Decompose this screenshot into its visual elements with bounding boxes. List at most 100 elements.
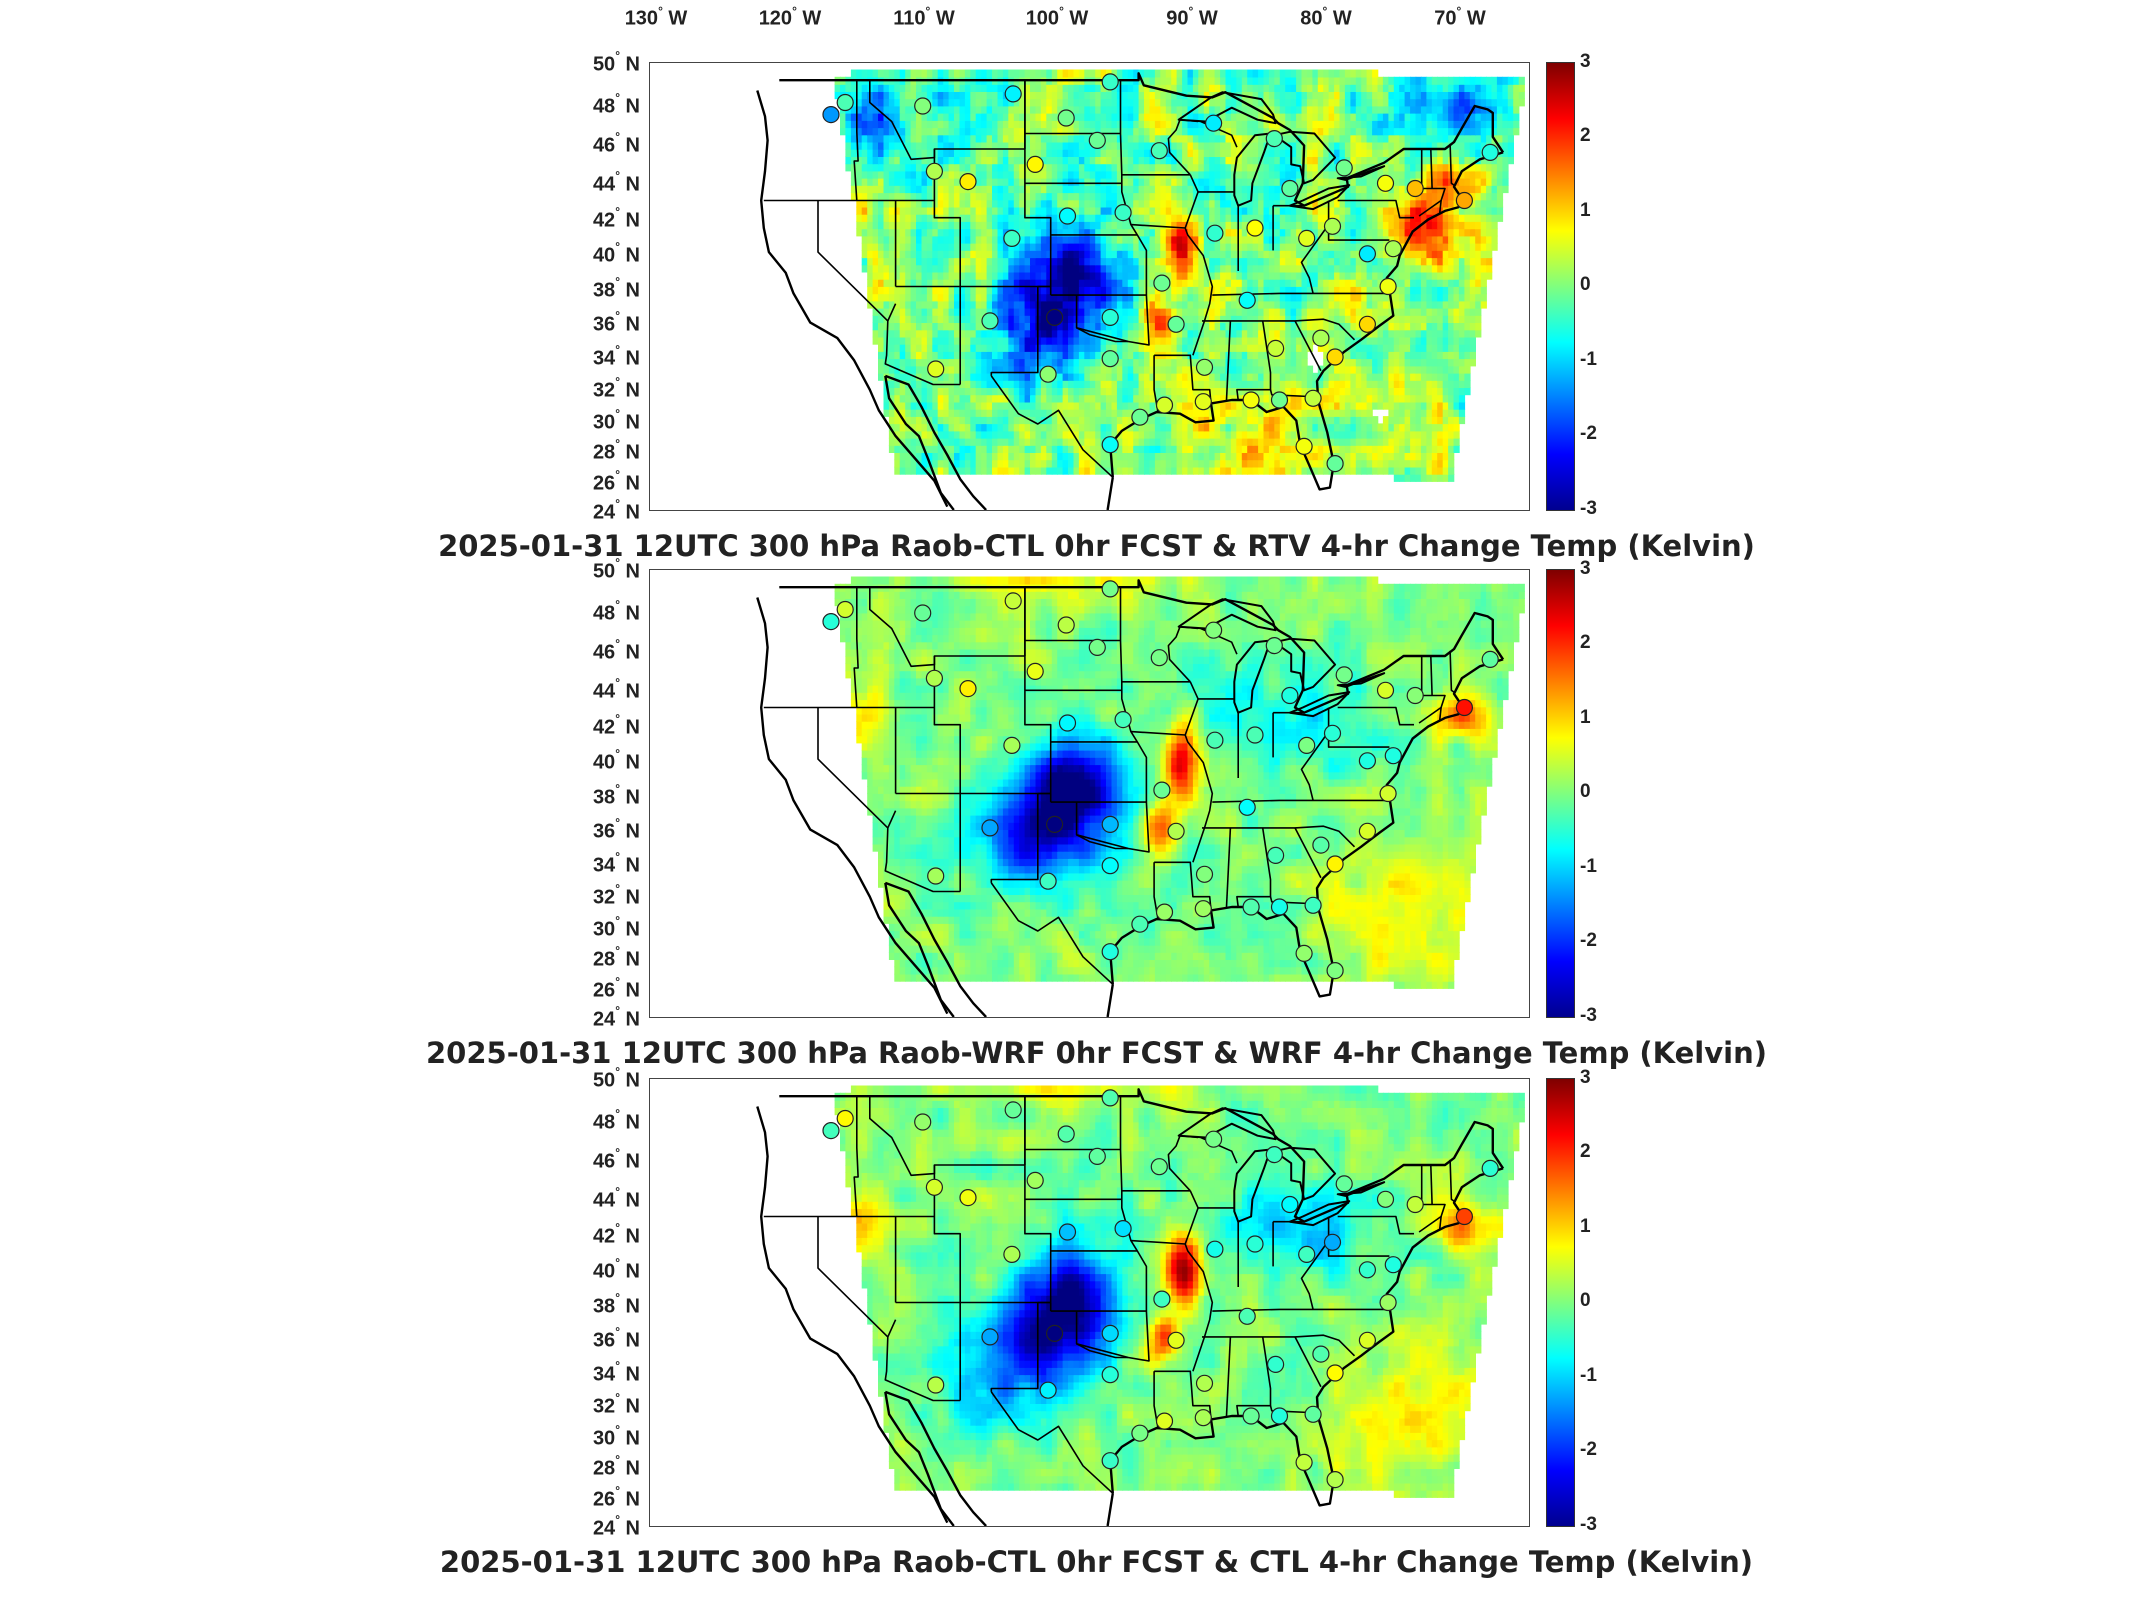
- longitude-value: 80: [1300, 7, 1323, 30]
- raob-station: [1406, 179, 1424, 198]
- state-border: [990, 375, 1114, 478]
- raob-station: [925, 669, 943, 687]
- raob-station: [1379, 277, 1397, 296]
- raob-station: [1026, 155, 1044, 174]
- state-border: [869, 1096, 1025, 1177]
- state-border: [869, 80, 1025, 161]
- raob-station: [1195, 1374, 1214, 1392]
- raob-station: [1455, 698, 1474, 717]
- raob-station: [1304, 389, 1322, 407]
- latitude-value: 42: [592, 209, 616, 232]
- raob-station: [1312, 836, 1330, 854]
- state-border: [884, 303, 961, 386]
- raob-station: [1384, 747, 1402, 765]
- colorbar-tick-label: 0: [1580, 274, 1591, 295]
- state-border: [1449, 143, 1455, 186]
- latitude-label: 44° N: [592, 168, 640, 196]
- raob-station: [1281, 686, 1299, 705]
- raob-station: [1384, 1256, 1402, 1274]
- longitude-unit: W: [1193, 7, 1218, 30]
- raob-station: [1004, 592, 1022, 610]
- raob-station: [1088, 131, 1106, 150]
- colorbar-tick-label: 0: [1580, 1290, 1591, 1311]
- latitude-unit: N: [620, 279, 640, 302]
- state-border: [1439, 200, 1442, 213]
- raob-station: [1046, 815, 1064, 833]
- raob-station: [1153, 274, 1171, 292]
- map-panel: 50° N 48° N 46° N 44° N 42° N 40° N 38° N 36° N…: [0, 49, 2133, 563]
- state-border: [1076, 1343, 1129, 1359]
- longitude-value: 70: [1434, 7, 1457, 30]
- latitude-unit: N: [620, 53, 640, 76]
- latitude-unit: N: [620, 1517, 640, 1540]
- latitude-label: 32° N: [592, 881, 640, 909]
- state-border: [1418, 1165, 1446, 1233]
- state-border: [1294, 320, 1322, 372]
- raob-station: [1046, 308, 1064, 326]
- raob-station: [1101, 857, 1119, 875]
- raob-station: [1323, 217, 1342, 235]
- latitude-label: 30° N: [592, 406, 640, 434]
- latitude-label: 44° N: [592, 675, 640, 703]
- longitude-label: 80° W: [1300, 4, 1352, 30]
- raob-station: [1204, 114, 1223, 132]
- longitude-label: 120° W: [758, 4, 822, 30]
- state-border: [817, 1216, 889, 1338]
- latitude-label: 36° N: [592, 1324, 640, 1352]
- latitude-unit: N: [620, 602, 640, 625]
- great-lake: [1336, 1181, 1386, 1197]
- state-border: [1439, 1216, 1442, 1229]
- longitude-label: 70° W: [1434, 4, 1486, 30]
- raob-station: [1101, 580, 1119, 598]
- raob-station: [1039, 872, 1057, 890]
- raob-station: [927, 867, 945, 885]
- raob-station: [1376, 1190, 1395, 1208]
- latitude-value: 32: [592, 886, 616, 909]
- state-border: [1337, 706, 1414, 726]
- latitude-label: 44° N: [592, 1184, 640, 1212]
- raob-station: [1481, 143, 1499, 162]
- state-border: [1294, 1336, 1322, 1388]
- latitude-unit: N: [620, 134, 640, 157]
- latitude-unit: N: [620, 1111, 640, 1134]
- raob-station: [1295, 1453, 1313, 1471]
- latitude-unit: N: [620, 979, 640, 1002]
- raob-station: [822, 612, 840, 631]
- raob-station: [1046, 1324, 1064, 1342]
- raob-station: [1266, 339, 1285, 357]
- raob-station: [1039, 1381, 1057, 1399]
- latitude-value: 34: [592, 347, 616, 370]
- raob-station: [1406, 1195, 1424, 1214]
- state-border: [1294, 825, 1356, 848]
- raob-station: [1057, 109, 1075, 127]
- latitude-label: 46° N: [592, 1145, 640, 1173]
- state-border: [1184, 174, 1214, 356]
- latitude-label: 40° N: [592, 1255, 640, 1283]
- raob-station: [1358, 1331, 1377, 1349]
- raob-station: [1004, 1101, 1022, 1119]
- state-border: [1154, 354, 1212, 404]
- state-border: [1300, 1240, 1330, 1310]
- latitude-unit: N: [620, 854, 640, 877]
- state-border: [1294, 1334, 1356, 1357]
- latitude-value: 26: [592, 472, 616, 495]
- raob-station: [981, 1328, 999, 1346]
- raob-station: [959, 679, 977, 698]
- state-border: [1050, 1310, 1150, 1362]
- state-border: [990, 587, 1052, 883]
- latitude-value: 32: [592, 1395, 616, 1418]
- latitude-value: 34: [592, 1363, 616, 1386]
- raob-station: [1481, 1159, 1499, 1178]
- raob-station: [1270, 1407, 1289, 1425]
- raob-station: [1481, 650, 1499, 669]
- raob-station: [927, 1376, 945, 1394]
- great-lake: [1233, 639, 1272, 714]
- state-border: [1300, 224, 1330, 294]
- colorbar-tick-label: 3: [1580, 558, 1591, 579]
- raob-station: [1088, 1147, 1106, 1166]
- latitude-value: 36: [592, 313, 616, 336]
- colorbar-tick-label: 1: [1580, 707, 1591, 728]
- state-border: [933, 1165, 961, 1401]
- latitude-unit: N: [620, 472, 640, 495]
- latitude-unit: N: [620, 948, 640, 971]
